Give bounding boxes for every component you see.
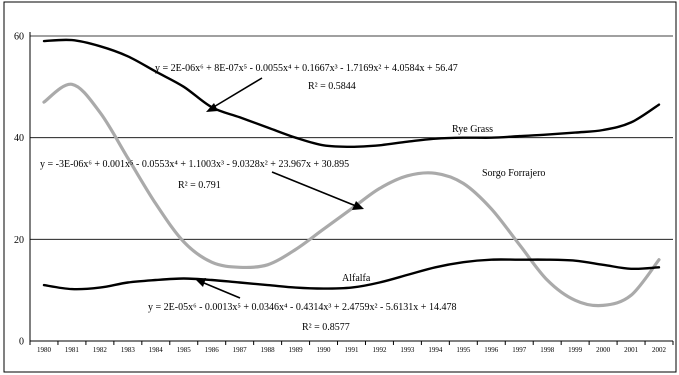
x-tick-label: 1994 [428, 346, 443, 354]
x-tick-label: 2002 [652, 346, 667, 354]
y-tick-label: 20 [14, 235, 24, 246]
rye-r-squared: R² = 0.5844 [308, 81, 356, 92]
x-tick-label: 1984 [149, 346, 164, 354]
series-line-sorgo-forrajero [42, 82, 661, 308]
sorgo-annotation-arrow [271, 171, 357, 207]
x-tick-label: 1981 [65, 346, 80, 354]
rye-annotation-arrow [211, 77, 263, 109]
x-tick-label: 1989 [289, 346, 304, 354]
x-tick-label: 2000 [596, 346, 611, 354]
x-tick-label: 1986 [205, 346, 220, 354]
x-tick-label: 1985 [177, 346, 192, 354]
x-tick-label: 1987 [233, 346, 248, 354]
x-tick-label: 1999 [568, 346, 583, 354]
x-tick-label: 1991 [345, 346, 360, 354]
sorgo-equation: y = -3E-06x⁶ + 0.001x⁵ - 0.0553x⁴ + 1.10… [40, 159, 349, 170]
chart-border [3, 1, 677, 373]
x-tick-label: 1990 [317, 346, 332, 354]
x-tick-label: 1995 [456, 346, 471, 354]
alfalfa-arrow-head [196, 278, 206, 287]
series-line-alfalfa [42, 258, 661, 291]
x-tick-label: 1983 [121, 346, 136, 354]
x-tick-label: 2001 [624, 346, 639, 354]
series-lines [42, 38, 661, 308]
x-tick-label: 1982 [93, 346, 108, 354]
y-tick-labels: 0 20 40 60 [14, 32, 24, 348]
series-label-rye-grass: Rye Grass [452, 124, 493, 135]
x-tick-label: 1988 [261, 346, 276, 354]
x-tick-label: 1997 [512, 346, 527, 354]
axes [29, 32, 674, 345]
alfalfa-r-squared: R² = 0.8577 [302, 322, 350, 333]
x-tick-labels: 1980 1981 1982 1983 1984 1985 1986 1987 1988 1989… [37, 346, 667, 354]
x-tick-label: 1998 [540, 346, 555, 354]
y-tick-label: 60 [14, 32, 24, 43]
y-tick-label: 40 [14, 133, 24, 144]
sorgo-r-squared: R² = 0.791 [178, 180, 221, 191]
x-tick-label: 1993 [400, 346, 415, 354]
alfalfa-equation: y = 2E-05x⁶ - 0.0013x⁵ + 0.0346x⁴ - 0.43… [148, 302, 456, 313]
y-tick-label: 0 [19, 337, 24, 348]
series-label-sorgo: Sorgo Forrajero [482, 168, 545, 179]
x-tick-label: 1992 [372, 346, 387, 354]
x-tick-label: 1980 [37, 346, 52, 354]
alfalfa-annotation-arrow [203, 282, 241, 299]
x-tick-label: 1996 [484, 346, 499, 354]
series-label-alfalfa: Alfalfa [342, 273, 371, 284]
rye-equation: y = 2E-06x⁶ + 8E-07x⁵ - 0.0055x⁴ + 0.166… [155, 63, 458, 74]
sorgo-arrow-head [352, 201, 364, 210]
series-line-rye-grass [42, 38, 661, 148]
gridlines [30, 35, 673, 240]
rye-arrow-head [206, 103, 218, 112]
